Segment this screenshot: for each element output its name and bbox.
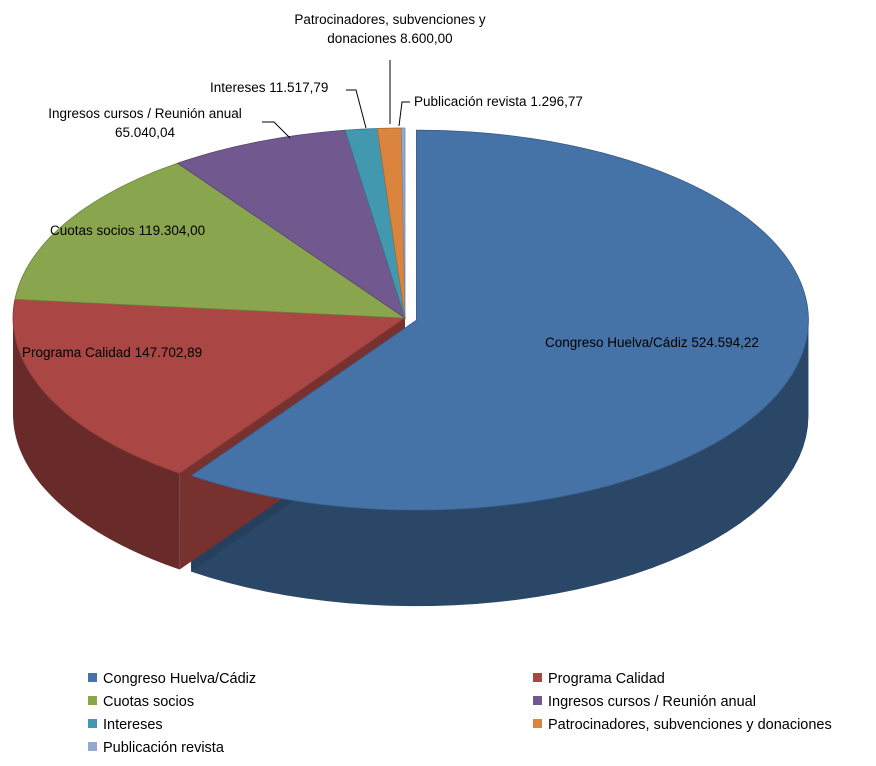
data-label-category: Publicación revista bbox=[414, 94, 527, 109]
slice-side bbox=[13, 318, 180, 570]
data-label-value: 11.517,79 bbox=[269, 80, 329, 95]
data-label-value: 8.600,00 bbox=[400, 31, 453, 46]
data-label-category: Congreso Huelva/Cádiz bbox=[545, 335, 688, 350]
leader-line bbox=[262, 121, 291, 139]
legend-label: Programa Calidad bbox=[548, 671, 665, 687]
data-label-value: 524.594,22 bbox=[691, 335, 759, 350]
legend-swatch bbox=[88, 696, 97, 705]
data-label: Intereses 11.517,79 bbox=[210, 78, 370, 97]
slice bbox=[190, 129, 809, 511]
data-label-category: Programa Calidad bbox=[22, 345, 131, 360]
legend-swatch bbox=[88, 742, 97, 751]
slice bbox=[12, 298, 407, 474]
legend-label: Cuotas socios bbox=[103, 694, 195, 710]
legend-label: Intereses bbox=[103, 717, 163, 733]
slice bbox=[400, 127, 406, 319]
slice-side bbox=[191, 320, 809, 607]
data-label-category: Patrocinadores, subvenciones y donacione… bbox=[294, 12, 486, 46]
legend-entry: Publicación revista bbox=[88, 740, 224, 756]
data-label-value: 119.304,00 bbox=[138, 223, 206, 238]
data-label-value: 1.296,77 bbox=[530, 94, 583, 109]
legend-label: Ingresos cursos / Reunión anual bbox=[548, 694, 756, 710]
legend-swatch bbox=[533, 696, 542, 705]
legend-entry: Patrocinadores, subvenciones y donacione… bbox=[533, 717, 832, 733]
legend-entry: Intereses bbox=[88, 717, 163, 733]
legend-swatch bbox=[88, 719, 97, 728]
leader-lines bbox=[262, 60, 410, 139]
data-label-category: Cuotas socios bbox=[50, 223, 135, 238]
tops bbox=[12, 127, 809, 511]
legend-entry: Programa Calidad bbox=[533, 671, 665, 687]
data-label: Programa Calidad 147.702,89 bbox=[22, 343, 282, 362]
slice bbox=[14, 162, 407, 319]
legend-swatch bbox=[533, 719, 542, 728]
data-label-value: 65.040,04 bbox=[114, 125, 176, 140]
legend-entry: Cuotas socios bbox=[88, 694, 194, 710]
legend-swatch bbox=[533, 673, 542, 682]
leader-line bbox=[346, 89, 367, 129]
data-label: Ingresos cursos / Reunión anual 65.040,0… bbox=[25, 104, 265, 142]
data-label-category: Intereses bbox=[210, 80, 266, 95]
legend-swatch bbox=[88, 673, 97, 682]
legend-entry: Congreso Huelva/Cádiz bbox=[88, 671, 256, 687]
legend-label: Congreso Huelva/Cádiz bbox=[103, 671, 257, 687]
legend-entry: Ingresos cursos / Reunión anual bbox=[533, 694, 756, 710]
data-label: Cuotas socios 119.304,00 bbox=[50, 221, 270, 240]
slice bbox=[176, 129, 406, 319]
data-label-category: Ingresos cursos / Reunión anual bbox=[48, 106, 242, 121]
data-label-value: 147.702,89 bbox=[134, 345, 203, 360]
data-label: Publicación revista 1.296,77 bbox=[414, 92, 614, 111]
leader-line bbox=[398, 101, 410, 127]
data-label: Congreso Huelva/Cádiz 524.594,22 bbox=[545, 333, 805, 352]
legend-label: Publicación revista bbox=[103, 740, 224, 756]
legend-label: Patrocinadores, subvenciones y donacione… bbox=[548, 717, 832, 733]
data-label: Patrocinadores, subvenciones y donacione… bbox=[265, 10, 515, 48]
